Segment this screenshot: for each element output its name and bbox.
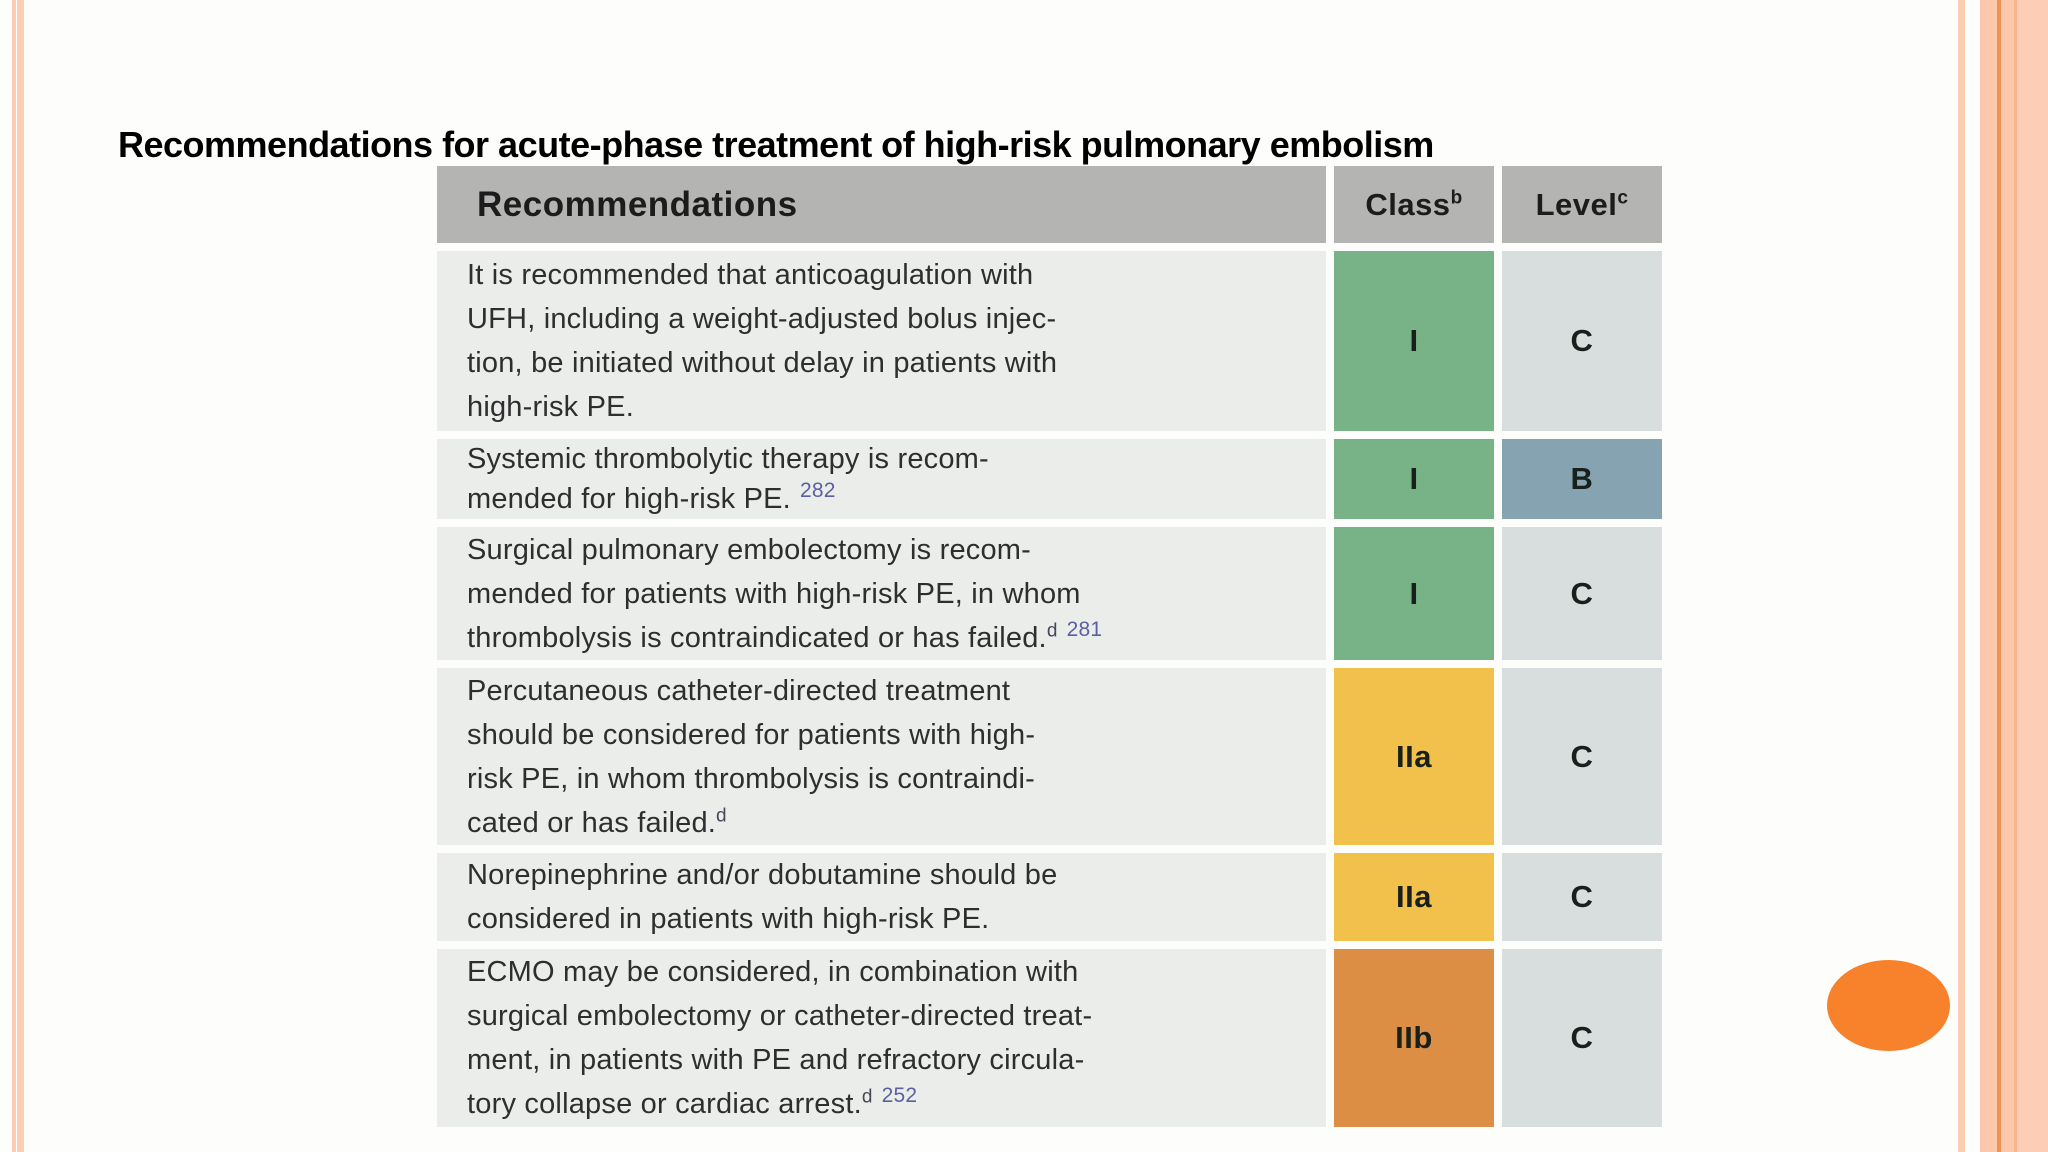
column-header-class-label: Classb	[1365, 186, 1463, 222]
column-gap	[1326, 668, 1334, 845]
column-gap	[1326, 166, 1334, 243]
column-gap	[1494, 853, 1502, 941]
level-grade: C	[1570, 1020, 1594, 1055]
table-row: Systemic thrombolytic therapy is recom- …	[437, 439, 1662, 519]
column-gap	[1326, 527, 1334, 660]
column-header-level: Levelc	[1502, 166, 1662, 243]
footnote-superscript: d	[1046, 619, 1058, 641]
class-cell: IIa	[1334, 668, 1494, 845]
table-row: Percutaneous catheter-directed treatment…	[437, 668, 1662, 845]
recommendation-cell: ECMO may be considered, in combination w…	[437, 949, 1326, 1127]
column-gap	[1326, 853, 1334, 941]
recommendation-text: ECMO may be considered, in combination w…	[467, 956, 1093, 1120]
level-cell: C	[1502, 949, 1662, 1127]
column-gap	[1326, 439, 1334, 519]
recommendation-cell: Norepinephrine and/or dobutamine should …	[437, 853, 1326, 941]
recommendation-cell: Surgical pulmonary embolectomy is recom-…	[437, 527, 1326, 660]
column-gap	[1326, 949, 1334, 1127]
footnote-superscript: d	[716, 804, 727, 826]
level-grade: C	[1570, 738, 1594, 774]
recommendation-text: Norepinephrine and/or dobutamine should …	[467, 859, 1058, 935]
column-header-recommendations: Recommendations	[437, 166, 1326, 243]
class-grade: IIb	[1395, 1020, 1433, 1055]
recommendation-cell: Systemic thrombolytic therapy is recom- …	[437, 439, 1326, 519]
column-gap	[1494, 439, 1502, 519]
table-row: Surgical pulmonary embolectomy is recom-…	[437, 527, 1662, 660]
footnote-superscript: d	[861, 1086, 873, 1108]
recommendation-cell: Percutaneous catheter-directed treatment…	[437, 668, 1326, 845]
left-border-stripe-wide	[17, 0, 24, 1152]
level-grade: C	[1570, 575, 1594, 611]
right-border-stripe-thin	[1958, 0, 1965, 1152]
right-border-band-light	[2017, 0, 2048, 1152]
class-cell: IIb	[1334, 949, 1494, 1127]
column-header-recommendations-label: Recommendations	[477, 184, 798, 224]
table-header-row: Recommendations Classb Levelc	[437, 166, 1662, 243]
column-header-class: Classb	[1334, 166, 1494, 243]
column-gap	[1494, 949, 1502, 1127]
column-gap	[1326, 251, 1334, 431]
right-border-line-soft	[2014, 0, 2017, 1152]
reference-superscript: 282	[799, 479, 836, 503]
recommendation-text: Percutaneous catheter-directed treatment…	[467, 674, 1036, 839]
level-grade: B	[1570, 461, 1594, 496]
right-border-band	[1980, 0, 2048, 1152]
class-footnote-marker: b	[1450, 187, 1463, 209]
level-cell: C	[1502, 668, 1662, 845]
class-cell: IIa	[1334, 853, 1494, 941]
level-footnote-marker: c	[1617, 187, 1629, 209]
level-grade: C	[1570, 323, 1594, 358]
table-row: It is recommended that anticoagulation w…	[437, 251, 1662, 431]
level-cell: C	[1502, 251, 1662, 431]
reference-superscript: 252	[881, 1084, 918, 1108]
recommendation-text: Systemic thrombolytic therapy is recom- …	[467, 443, 989, 515]
recommendation-cell: It is recommended that anticoagulation w…	[437, 251, 1326, 431]
class-grade: IIa	[1396, 738, 1432, 774]
class-grade: IIa	[1396, 879, 1432, 914]
column-header-level-label: Levelc	[1535, 186, 1629, 222]
class-cell: I	[1334, 527, 1494, 660]
recommendation-text: It is recommended that anticoagulation w…	[467, 259, 1058, 423]
class-grade: I	[1409, 461, 1419, 496]
slide-title: Recommendations for acute-phase treatmen…	[118, 124, 1434, 165]
orange-ellipse-decoration	[1827, 960, 1950, 1051]
class-grade: I	[1409, 323, 1419, 358]
class-cell: I	[1334, 439, 1494, 519]
reference-superscript: 281	[1066, 617, 1103, 641]
column-gap	[1494, 166, 1502, 243]
table-row: ECMO may be considered, in combination w…	[437, 949, 1662, 1127]
recommendation-text: Surgical pulmonary embolectomy is recom-…	[467, 533, 1103, 654]
table-row: Norepinephrine and/or dobutamine should …	[437, 853, 1662, 941]
level-cell: C	[1502, 853, 1662, 941]
column-gap	[1494, 251, 1502, 431]
class-grade: I	[1409, 575, 1419, 611]
level-cell: B	[1502, 439, 1662, 519]
column-gap	[1494, 668, 1502, 845]
right-border-line-dark	[1997, 0, 2001, 1152]
column-gap	[1494, 527, 1502, 660]
left-border-stripe-thin	[12, 0, 16, 1152]
level-cell: C	[1502, 527, 1662, 660]
recommendations-table: Recommendations Classb Levelc It is reco…	[437, 166, 1662, 1127]
level-grade: C	[1570, 879, 1594, 914]
class-cell: I	[1334, 251, 1494, 431]
